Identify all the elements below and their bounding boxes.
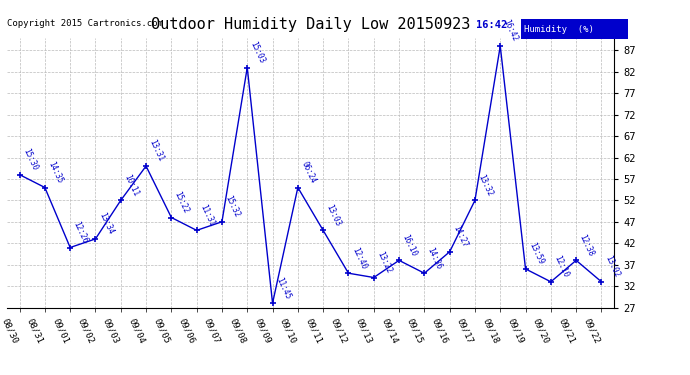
- Text: 14:27: 14:27: [451, 224, 469, 249]
- Text: 13:22: 13:22: [375, 250, 393, 275]
- Text: 16:42: 16:42: [502, 18, 520, 43]
- Text: 13:03: 13:03: [324, 203, 342, 228]
- Text: 15:22: 15:22: [172, 190, 190, 215]
- Text: 14:36: 14:36: [426, 246, 444, 270]
- Text: 12:10: 12:10: [552, 254, 570, 279]
- Text: 15:32: 15:32: [224, 194, 241, 219]
- Text: 12:40: 12:40: [350, 246, 368, 270]
- Text: 11:31: 11:31: [198, 203, 216, 228]
- Text: Humidity  (%): Humidity (%): [524, 25, 594, 34]
- Title: Outdoor Humidity Daily Low 20150923: Outdoor Humidity Daily Low 20150923: [151, 17, 470, 32]
- Text: 13:31: 13:31: [148, 138, 166, 163]
- Text: 16:42: 16:42: [476, 20, 507, 30]
- Text: 06:24: 06:24: [299, 160, 317, 185]
- Text: 16:10: 16:10: [400, 233, 418, 258]
- Text: Copyright 2015 Cartronics.com: Copyright 2015 Cartronics.com: [7, 19, 163, 28]
- Text: 10:11: 10:11: [122, 173, 140, 198]
- Text: 13:59: 13:59: [527, 242, 545, 266]
- Text: 13:34: 13:34: [97, 211, 115, 236]
- Text: 14:35: 14:35: [46, 160, 64, 185]
- Text: 15:03: 15:03: [248, 40, 266, 65]
- Text: 11:45: 11:45: [274, 276, 292, 300]
- Text: 13:32: 13:32: [476, 173, 494, 198]
- Text: 13:02: 13:02: [603, 254, 621, 279]
- Text: 12:38: 12:38: [578, 233, 595, 258]
- Text: 12:26: 12:26: [72, 220, 90, 245]
- Text: 15:30: 15:30: [21, 147, 39, 172]
